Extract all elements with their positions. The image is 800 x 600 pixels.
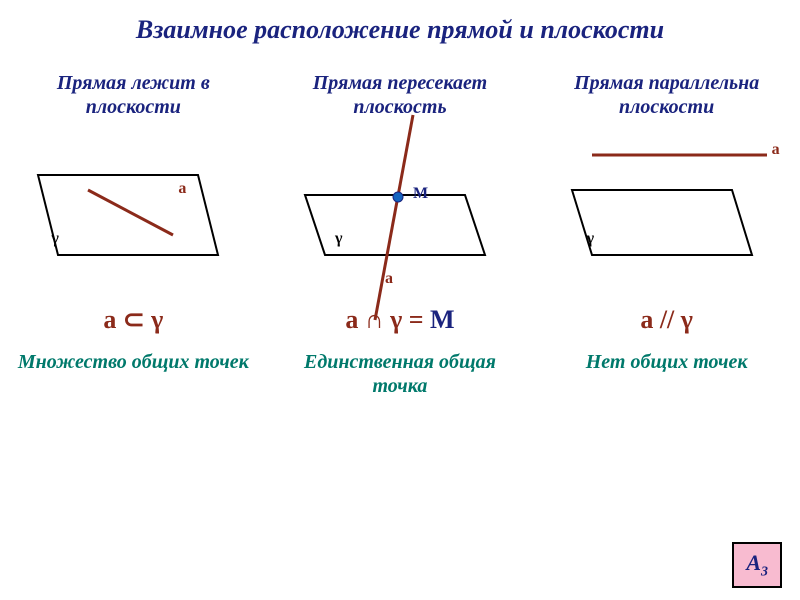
plane-1 bbox=[38, 175, 218, 255]
caption-3: Нет общих точек bbox=[586, 350, 748, 374]
line-1 bbox=[88, 190, 173, 235]
gamma-label-3: γ bbox=[587, 230, 594, 248]
a-label-2: а bbox=[385, 270, 393, 288]
subtitle-2: Прямая пересекает плоскость bbox=[275, 55, 525, 135]
plane-3 bbox=[572, 190, 752, 255]
diagram-2: γ а М bbox=[285, 135, 515, 295]
formula-2: а ∩ γ = М bbox=[345, 305, 454, 335]
diagram-1: γ а bbox=[18, 135, 248, 295]
formula-3: а // γ bbox=[640, 305, 693, 335]
subtitle-3: Прямая параллельна плоскости bbox=[542, 55, 792, 135]
column-3: Прямая параллельна плоскости γ а а // γ … bbox=[542, 55, 792, 398]
a-label-1: а bbox=[178, 180, 186, 198]
formula-1: а ⊂ γ bbox=[103, 305, 163, 335]
columns-container: Прямая лежит в плоскости γ а а ⊂ γ Множе… bbox=[0, 55, 800, 398]
a-label-3: а bbox=[772, 141, 780, 159]
axiom-badge: А3 bbox=[732, 542, 782, 588]
caption-2: Единственная общая точка bbox=[275, 350, 525, 398]
page-title: Взаимное расположение прямой и плоскости bbox=[0, 0, 800, 45]
column-2: Прямая пересекает плоскость γ а М а ∩ γ … bbox=[275, 55, 525, 398]
gamma-label-1: γ bbox=[51, 230, 58, 248]
gamma-label-2: γ bbox=[335, 230, 342, 248]
subtitle-1: Прямая лежит в плоскости bbox=[8, 55, 258, 135]
M-label: М bbox=[413, 185, 428, 203]
caption-1: Множество общих точек bbox=[18, 350, 249, 374]
column-1: Прямая лежит в плоскости γ а а ⊂ γ Множе… bbox=[8, 55, 258, 398]
line-2 bbox=[375, 115, 413, 320]
point-M bbox=[393, 192, 403, 202]
diagram-3: γ а bbox=[552, 135, 782, 295]
